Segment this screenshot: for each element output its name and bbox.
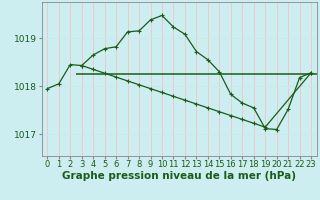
X-axis label: Graphe pression niveau de la mer (hPa): Graphe pression niveau de la mer (hPa)	[62, 171, 296, 181]
